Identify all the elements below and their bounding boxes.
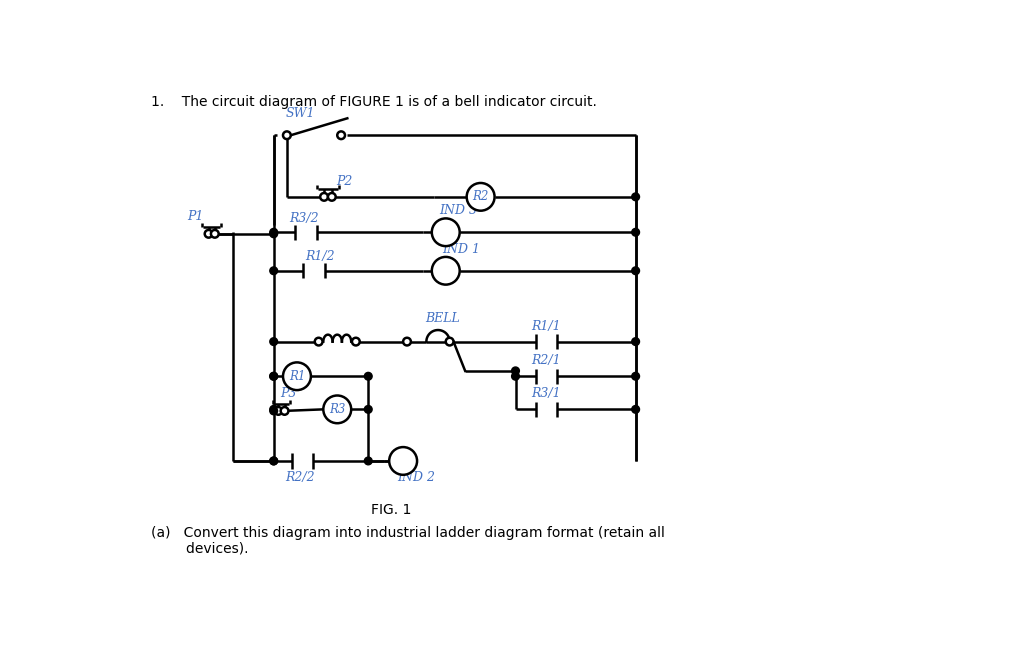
Circle shape — [205, 230, 212, 237]
Circle shape — [632, 267, 640, 275]
Text: R3/2: R3/2 — [289, 212, 318, 225]
Text: IND 1: IND 1 — [442, 243, 480, 256]
Circle shape — [283, 362, 311, 390]
Circle shape — [467, 183, 495, 211]
Circle shape — [283, 132, 291, 139]
Circle shape — [337, 132, 345, 139]
Text: R3/1: R3/1 — [531, 388, 560, 400]
Circle shape — [324, 396, 351, 423]
Text: IND 3: IND 3 — [439, 204, 477, 217]
Text: R3: R3 — [329, 403, 345, 416]
Circle shape — [632, 372, 640, 380]
Circle shape — [632, 228, 640, 236]
Circle shape — [314, 338, 323, 345]
Text: R1: R1 — [289, 370, 305, 383]
Circle shape — [445, 338, 454, 345]
Circle shape — [432, 218, 460, 246]
Circle shape — [274, 407, 283, 415]
Circle shape — [389, 447, 417, 475]
Text: BELL: BELL — [426, 312, 461, 325]
Circle shape — [211, 230, 219, 237]
Circle shape — [432, 257, 460, 285]
Circle shape — [270, 230, 278, 237]
Text: R2/2: R2/2 — [286, 471, 315, 484]
Text: R1/1: R1/1 — [531, 320, 560, 332]
Circle shape — [270, 406, 278, 413]
Text: P1: P1 — [187, 209, 204, 223]
Circle shape — [632, 193, 640, 201]
Text: devices).: devices). — [152, 542, 249, 556]
Text: (a)   Convert this diagram into industrial ladder diagram format (retain all: (a) Convert this diagram into industrial… — [152, 527, 666, 541]
Circle shape — [632, 338, 640, 345]
Circle shape — [270, 267, 278, 275]
Circle shape — [512, 372, 519, 380]
Circle shape — [270, 457, 278, 465]
Circle shape — [403, 338, 411, 345]
Circle shape — [632, 406, 640, 413]
Circle shape — [365, 406, 372, 413]
Circle shape — [328, 193, 336, 201]
Text: R2: R2 — [472, 190, 488, 203]
Circle shape — [365, 457, 372, 465]
Text: FIG. 1: FIG. 1 — [372, 503, 412, 517]
Circle shape — [270, 228, 278, 236]
Text: R2/1: R2/1 — [531, 354, 560, 367]
Text: IND 2: IND 2 — [397, 471, 435, 484]
Circle shape — [512, 367, 519, 374]
Circle shape — [365, 372, 372, 380]
Text: SW1: SW1 — [286, 107, 314, 120]
Text: P2: P2 — [336, 175, 352, 188]
Circle shape — [270, 407, 278, 415]
Circle shape — [321, 193, 328, 201]
Text: R1/2: R1/2 — [305, 251, 334, 263]
Text: 1.    The circuit diagram of FIGURE 1 is of a bell indicator circuit.: 1. The circuit diagram of FIGURE 1 is of… — [152, 95, 597, 109]
Circle shape — [281, 407, 289, 415]
Circle shape — [270, 372, 278, 380]
Circle shape — [270, 372, 278, 380]
Text: P3: P3 — [280, 386, 296, 400]
Circle shape — [352, 338, 359, 345]
Circle shape — [270, 457, 278, 465]
Circle shape — [270, 338, 278, 345]
